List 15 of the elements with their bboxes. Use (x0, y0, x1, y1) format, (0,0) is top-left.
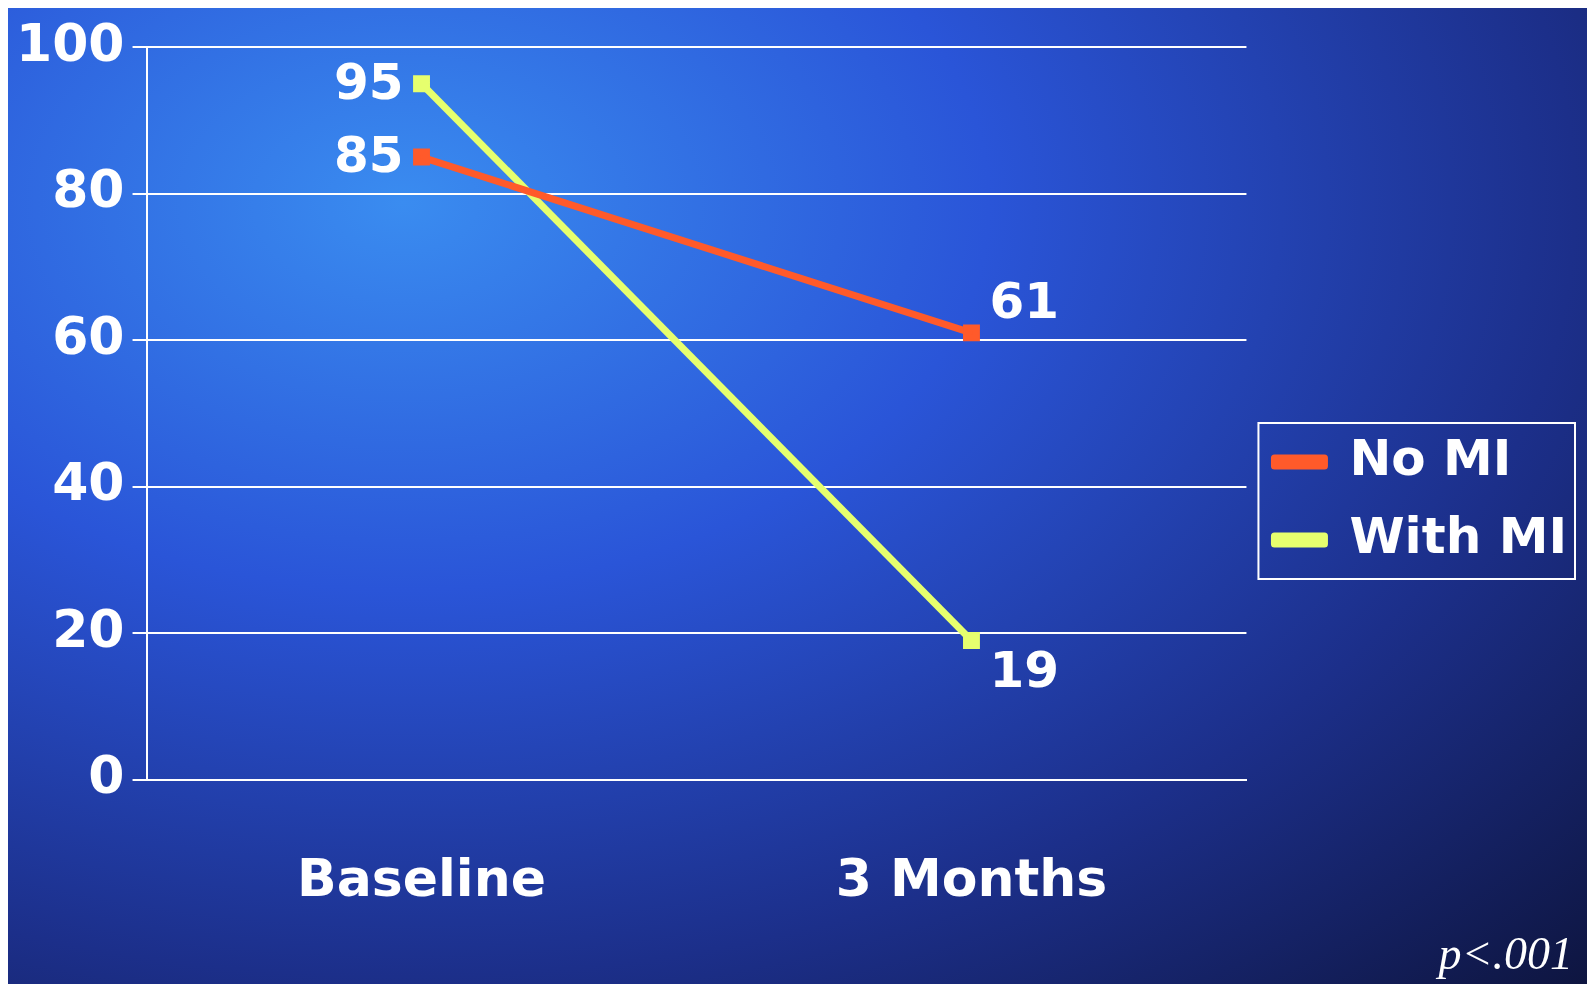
y-tick-label: 0 (88, 745, 125, 806)
data-label: 61 (989, 271, 1060, 330)
text: p<.001 (1435, 928, 1573, 980)
data-label: 85 (333, 126, 404, 185)
legend-label: With MI (1349, 506, 1568, 565)
y-tick-label: 100 (16, 12, 125, 73)
y-tick-label: 20 (52, 598, 125, 659)
x-tick-label: 3 Months (835, 848, 1108, 909)
data-label: 19 (989, 641, 1060, 700)
x-tick-label: Baseline (297, 848, 546, 909)
y-tick-label: 80 (52, 159, 125, 220)
data-label: 95 (333, 52, 404, 111)
y-tick-label: 60 (52, 305, 125, 366)
y-tick-label: 40 (52, 452, 125, 513)
legend-label: No MI (1349, 428, 1512, 487)
